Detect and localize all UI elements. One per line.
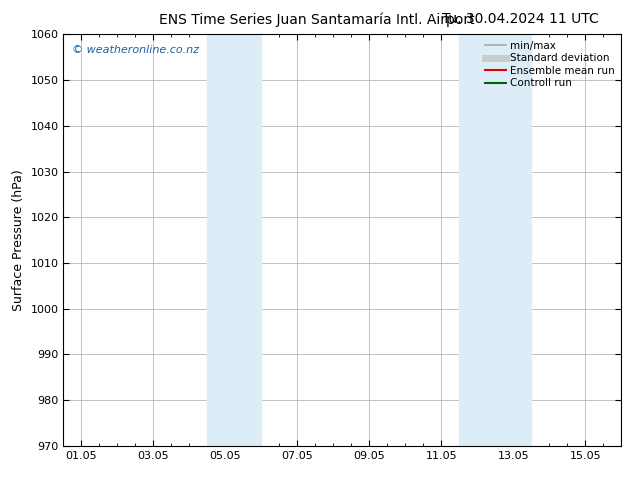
- Y-axis label: Surface Pressure (hPa): Surface Pressure (hPa): [12, 169, 25, 311]
- Text: Tu. 30.04.2024 11 UTC: Tu. 30.04.2024 11 UTC: [441, 12, 598, 26]
- Legend: min/max, Standard deviation, Ensemble mean run, Controll run: min/max, Standard deviation, Ensemble me…: [482, 37, 618, 92]
- Bar: [460, 34, 531, 446]
- Bar: [207, 34, 261, 446]
- Text: © weatheronline.co.nz: © weatheronline.co.nz: [72, 45, 199, 54]
- Text: ENS Time Series Juan Santamaría Intl. Airport: ENS Time Series Juan Santamaría Intl. Ai…: [159, 12, 475, 27]
